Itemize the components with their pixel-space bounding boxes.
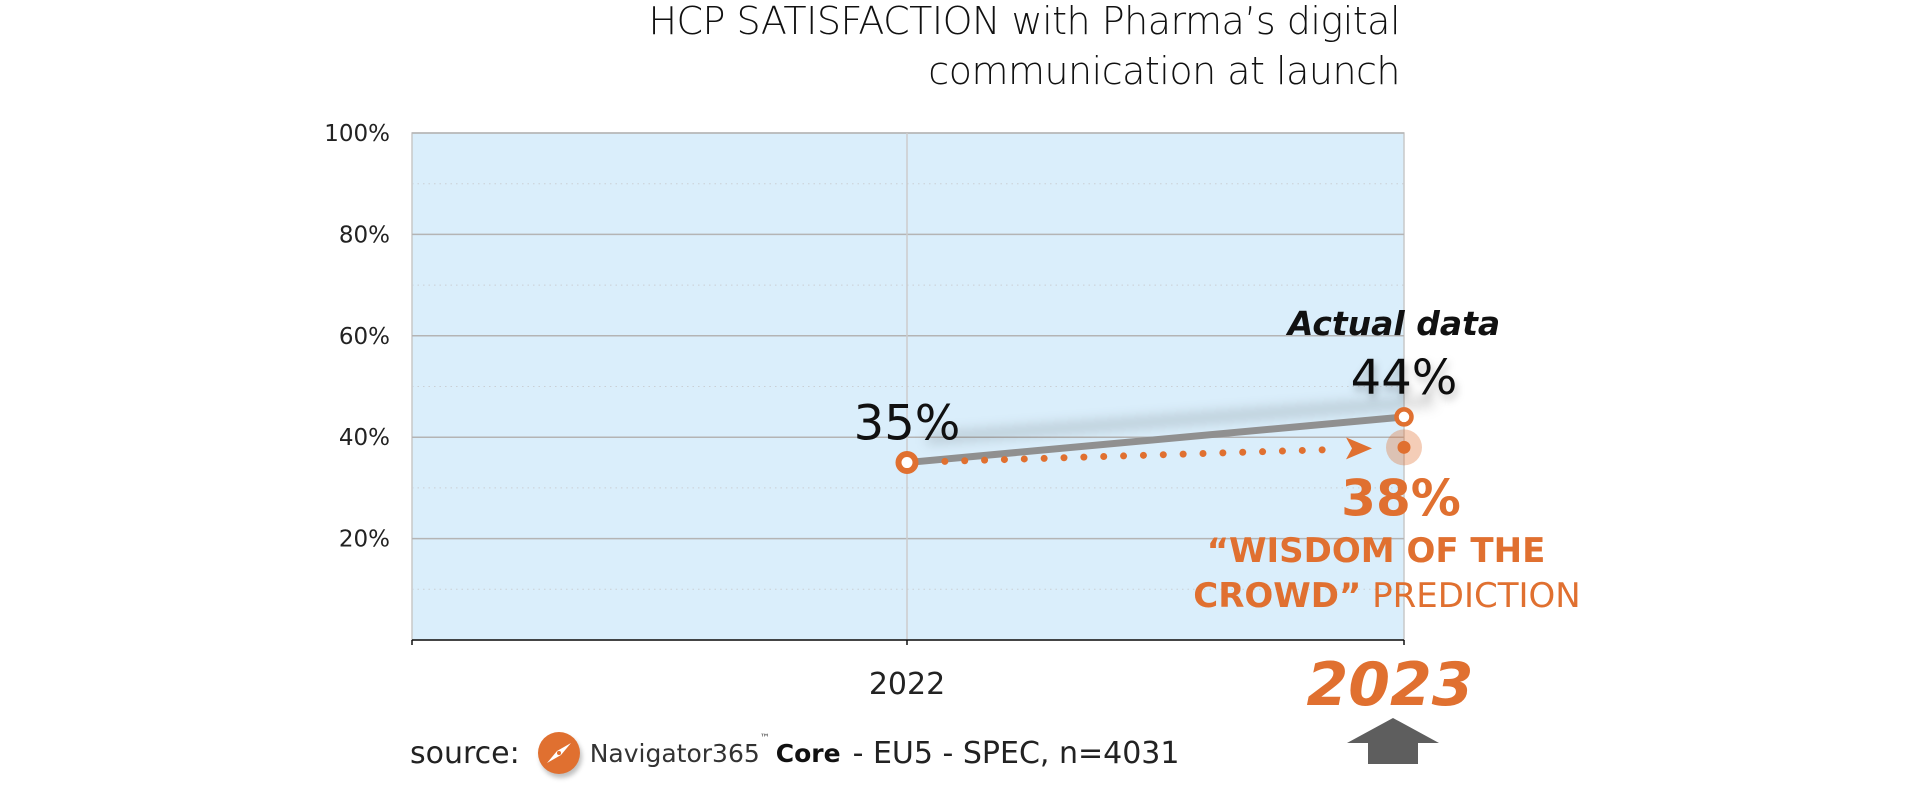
y-tick-label: 100% xyxy=(324,121,390,147)
prediction-dot xyxy=(1239,448,1247,456)
source-brand-name: Navigator365 xyxy=(589,738,760,768)
prediction-dot xyxy=(1259,448,1267,456)
x-axis-ticks: 2022 2023 xyxy=(411,640,1474,720)
prediction-dot xyxy=(1179,450,1187,458)
prediction-arrowhead xyxy=(1346,437,1372,460)
prediction-dot xyxy=(961,457,969,465)
actual-data-label: Actual data xyxy=(1285,304,1500,343)
source-note: source: Navigator365™ Core - EU5 - SPEC,… xyxy=(410,732,1179,774)
y-tick-label: 20% xyxy=(339,527,390,553)
prediction-dot xyxy=(1199,449,1207,457)
prediction-dot xyxy=(981,456,989,464)
data-label-2023-actual: 44% xyxy=(1351,350,1458,406)
prediction-marker xyxy=(1397,440,1411,454)
prediction-dot xyxy=(1000,456,1008,464)
actual-series-line xyxy=(906,413,1405,467)
prediction-dot xyxy=(1120,452,1128,460)
x-tick-label: 2022 xyxy=(869,667,945,702)
prediction-dot xyxy=(1298,446,1306,454)
prediction-label-bold: CROWD” xyxy=(1193,576,1361,616)
prediction-dot xyxy=(1159,451,1167,459)
data-label-2023-prediction: 38% xyxy=(1341,469,1461,527)
source-brand: Navigator365™ xyxy=(589,733,770,768)
source-product: Core xyxy=(775,738,841,768)
actual-marker xyxy=(1394,407,1414,427)
y-tick-label: 40% xyxy=(339,425,390,451)
chart-title-line1: HCP SATISFACTION with Pharma’s digital xyxy=(648,0,1400,43)
y-axis-ticks: 20% 40% 60% 80% 100% xyxy=(324,121,390,553)
up-arrow-icon xyxy=(1347,718,1439,764)
prediction-dot xyxy=(1318,446,1326,454)
data-label-2022: 35% xyxy=(854,396,961,452)
actual-marker xyxy=(895,451,919,475)
y-tick-label: 60% xyxy=(339,324,390,350)
prediction-dot xyxy=(1278,447,1286,455)
y-tick-label: 80% xyxy=(339,222,390,248)
x-tick-label-highlighted: 2023 xyxy=(1307,650,1474,720)
prediction-label-line2: CROWD” PREDICTION xyxy=(1193,576,1580,616)
prediction-dot xyxy=(1100,453,1108,461)
prediction-dot xyxy=(1060,454,1068,462)
prediction-dot xyxy=(1080,453,1088,461)
compass-icon xyxy=(537,732,580,774)
prediction-label-rest: PREDICTION xyxy=(1361,576,1580,616)
chart-title-line2: communication at launch xyxy=(928,49,1400,93)
prediction-dot xyxy=(1020,455,1028,463)
trademark: ™ xyxy=(759,732,770,744)
series-layer xyxy=(895,394,1435,475)
chart-title: HCP SATISFACTION with Pharma’s digital c… xyxy=(648,0,1400,96)
prediction-dot xyxy=(1040,454,1048,462)
prediction-dot xyxy=(1219,449,1227,457)
source-details: - EU5 - SPEC, n=4031 xyxy=(852,735,1180,771)
gridlines xyxy=(412,132,1404,640)
prediction-dot xyxy=(941,457,949,465)
prediction-dot xyxy=(1139,451,1147,459)
actual-line-shadow xyxy=(926,394,1435,445)
source-prefix: source: xyxy=(410,735,520,771)
prediction-label-line1: “WISDOM OF THE xyxy=(1207,531,1546,571)
